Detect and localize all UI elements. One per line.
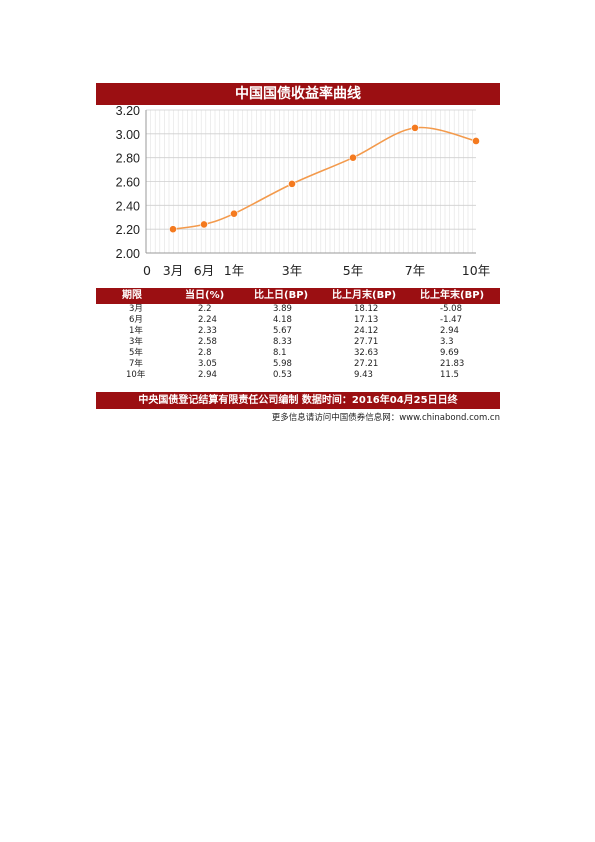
table-row: 10年 2.94 0.53 9.43 11.5 (96, 370, 500, 381)
data-point (349, 153, 357, 162)
x-tick-label: 5年 (343, 263, 363, 278)
cell-vs-year: 3.3 (440, 337, 454, 347)
cell-today: 2.94 (198, 370, 217, 380)
cell-today: 2.24 (198, 315, 217, 325)
table-row: 1年 2.33 5.67 24.12 2.94 (96, 326, 500, 337)
cell-today: 2.58 (198, 337, 217, 347)
cell-vs-month: 24.12 (354, 326, 379, 336)
cell-vs-month: 18.12 (354, 304, 379, 314)
cell-tenor: 10年 (126, 370, 146, 380)
cell-today: 3.05 (198, 359, 217, 369)
cell-vs-year: -1.47 (440, 315, 462, 325)
cell-vs-day: 5.98 (273, 359, 292, 369)
table-header: 期限 当日(%) 比上日(BP) 比上月末(BP) 比上年末(BP) (96, 288, 500, 304)
cell-tenor: 6月 (129, 315, 143, 325)
y-tick-label: 2.00 (116, 247, 140, 261)
data-point (169, 225, 177, 234)
cell-vs-month: 9.43 (354, 370, 373, 380)
table-row: 7年 3.05 5.98 27.21 21.83 (96, 359, 500, 370)
cell-tenor: 3月 (129, 304, 143, 314)
x-tick-label: 7年 (405, 263, 425, 278)
table-row: 6月 2.24 4.18 17.13 -1.47 (96, 315, 500, 326)
footer-note: 中央国债登记结算有限责任公司编制 数据时间：2016年04月25日日终 (96, 392, 500, 409)
y-tick-label: 2.60 (116, 176, 140, 190)
cell-today: 2.33 (198, 326, 217, 336)
cell-vs-month: 27.21 (354, 359, 379, 369)
cell-tenor: 3年 (129, 337, 143, 347)
data-point (472, 137, 480, 145)
data-point (200, 220, 208, 229)
cell-vs-day: 0.53 (273, 370, 292, 380)
x-tick-label: 6月 (194, 263, 214, 278)
cell-vs-year: 11.5 (440, 370, 459, 380)
header-vs-prev-day: 比上日(BP) (254, 290, 309, 301)
cell-tenor: 5年 (129, 348, 143, 358)
table-row: 5年 2.8 8.1 32.63 9.69 (96, 348, 500, 359)
header-today: 当日(%) (185, 290, 225, 301)
y-tick-label: 2.20 (116, 223, 140, 237)
cell-vs-year: 9.69 (440, 348, 459, 358)
chart-title: 中国国债收益率曲线 (96, 83, 500, 105)
cell-tenor: 7年 (129, 359, 143, 369)
cell-vs-month: 17.13 (354, 315, 379, 325)
y-tick-label: 3.20 (116, 105, 140, 118)
header-vs-prev-year: 比上年末(BP) (420, 290, 485, 301)
data-point (411, 123, 419, 132)
y-tick-label: 3.00 (116, 128, 140, 142)
cell-vs-year: 2.94 (440, 326, 459, 336)
cell-vs-day: 8.1 (273, 348, 287, 358)
cell-vs-year: -5.08 (440, 304, 462, 314)
cell-vs-day: 8.33 (273, 337, 292, 347)
header-vs-prev-month: 比上月末(BP) (332, 290, 397, 301)
cell-vs-day: 3.89 (273, 304, 292, 314)
header-tenor: 期限 (122, 290, 142, 301)
source-link-text: 更多信息请访问中国债券信息网：www.chinabond.com.cn (271, 413, 500, 423)
data-point (230, 209, 238, 218)
cell-tenor: 1年 (129, 326, 143, 336)
yield-curve-chart: 2.00 2.20 2.40 2.60 2.80 3.00 3.20 0 3月 6月 1年 3年 5年 7… (116, 105, 491, 278)
cell-today: 2.2 (198, 304, 212, 314)
x-tick-label: 3月 (163, 263, 183, 278)
table-row: 3月 2.2 3.89 18.12 -5.08 (96, 304, 500, 315)
x-tick-label: 1年 (224, 263, 244, 278)
data-point (288, 179, 296, 188)
x-tick-label: 10年 (462, 263, 490, 278)
x-tick-label: 3年 (282, 263, 302, 278)
yield-table: 3月 2.2 3.89 18.12 -5.08 6月 2.24 4.18 17.… (96, 304, 500, 381)
cell-vs-day: 5.67 (273, 326, 292, 336)
cell-vs-day: 4.18 (273, 315, 292, 325)
cell-vs-year: 21.83 (440, 359, 465, 369)
cell-vs-month: 32.63 (354, 348, 379, 358)
table-row: 3年 2.58 8.33 27.71 3.3 (96, 337, 500, 348)
y-tick-label: 2.40 (116, 199, 140, 213)
cell-today: 2.8 (198, 348, 212, 358)
cell-vs-month: 27.71 (354, 337, 379, 347)
x-tick-label: 0 (143, 263, 151, 278)
y-tick-label: 2.80 (116, 152, 140, 166)
